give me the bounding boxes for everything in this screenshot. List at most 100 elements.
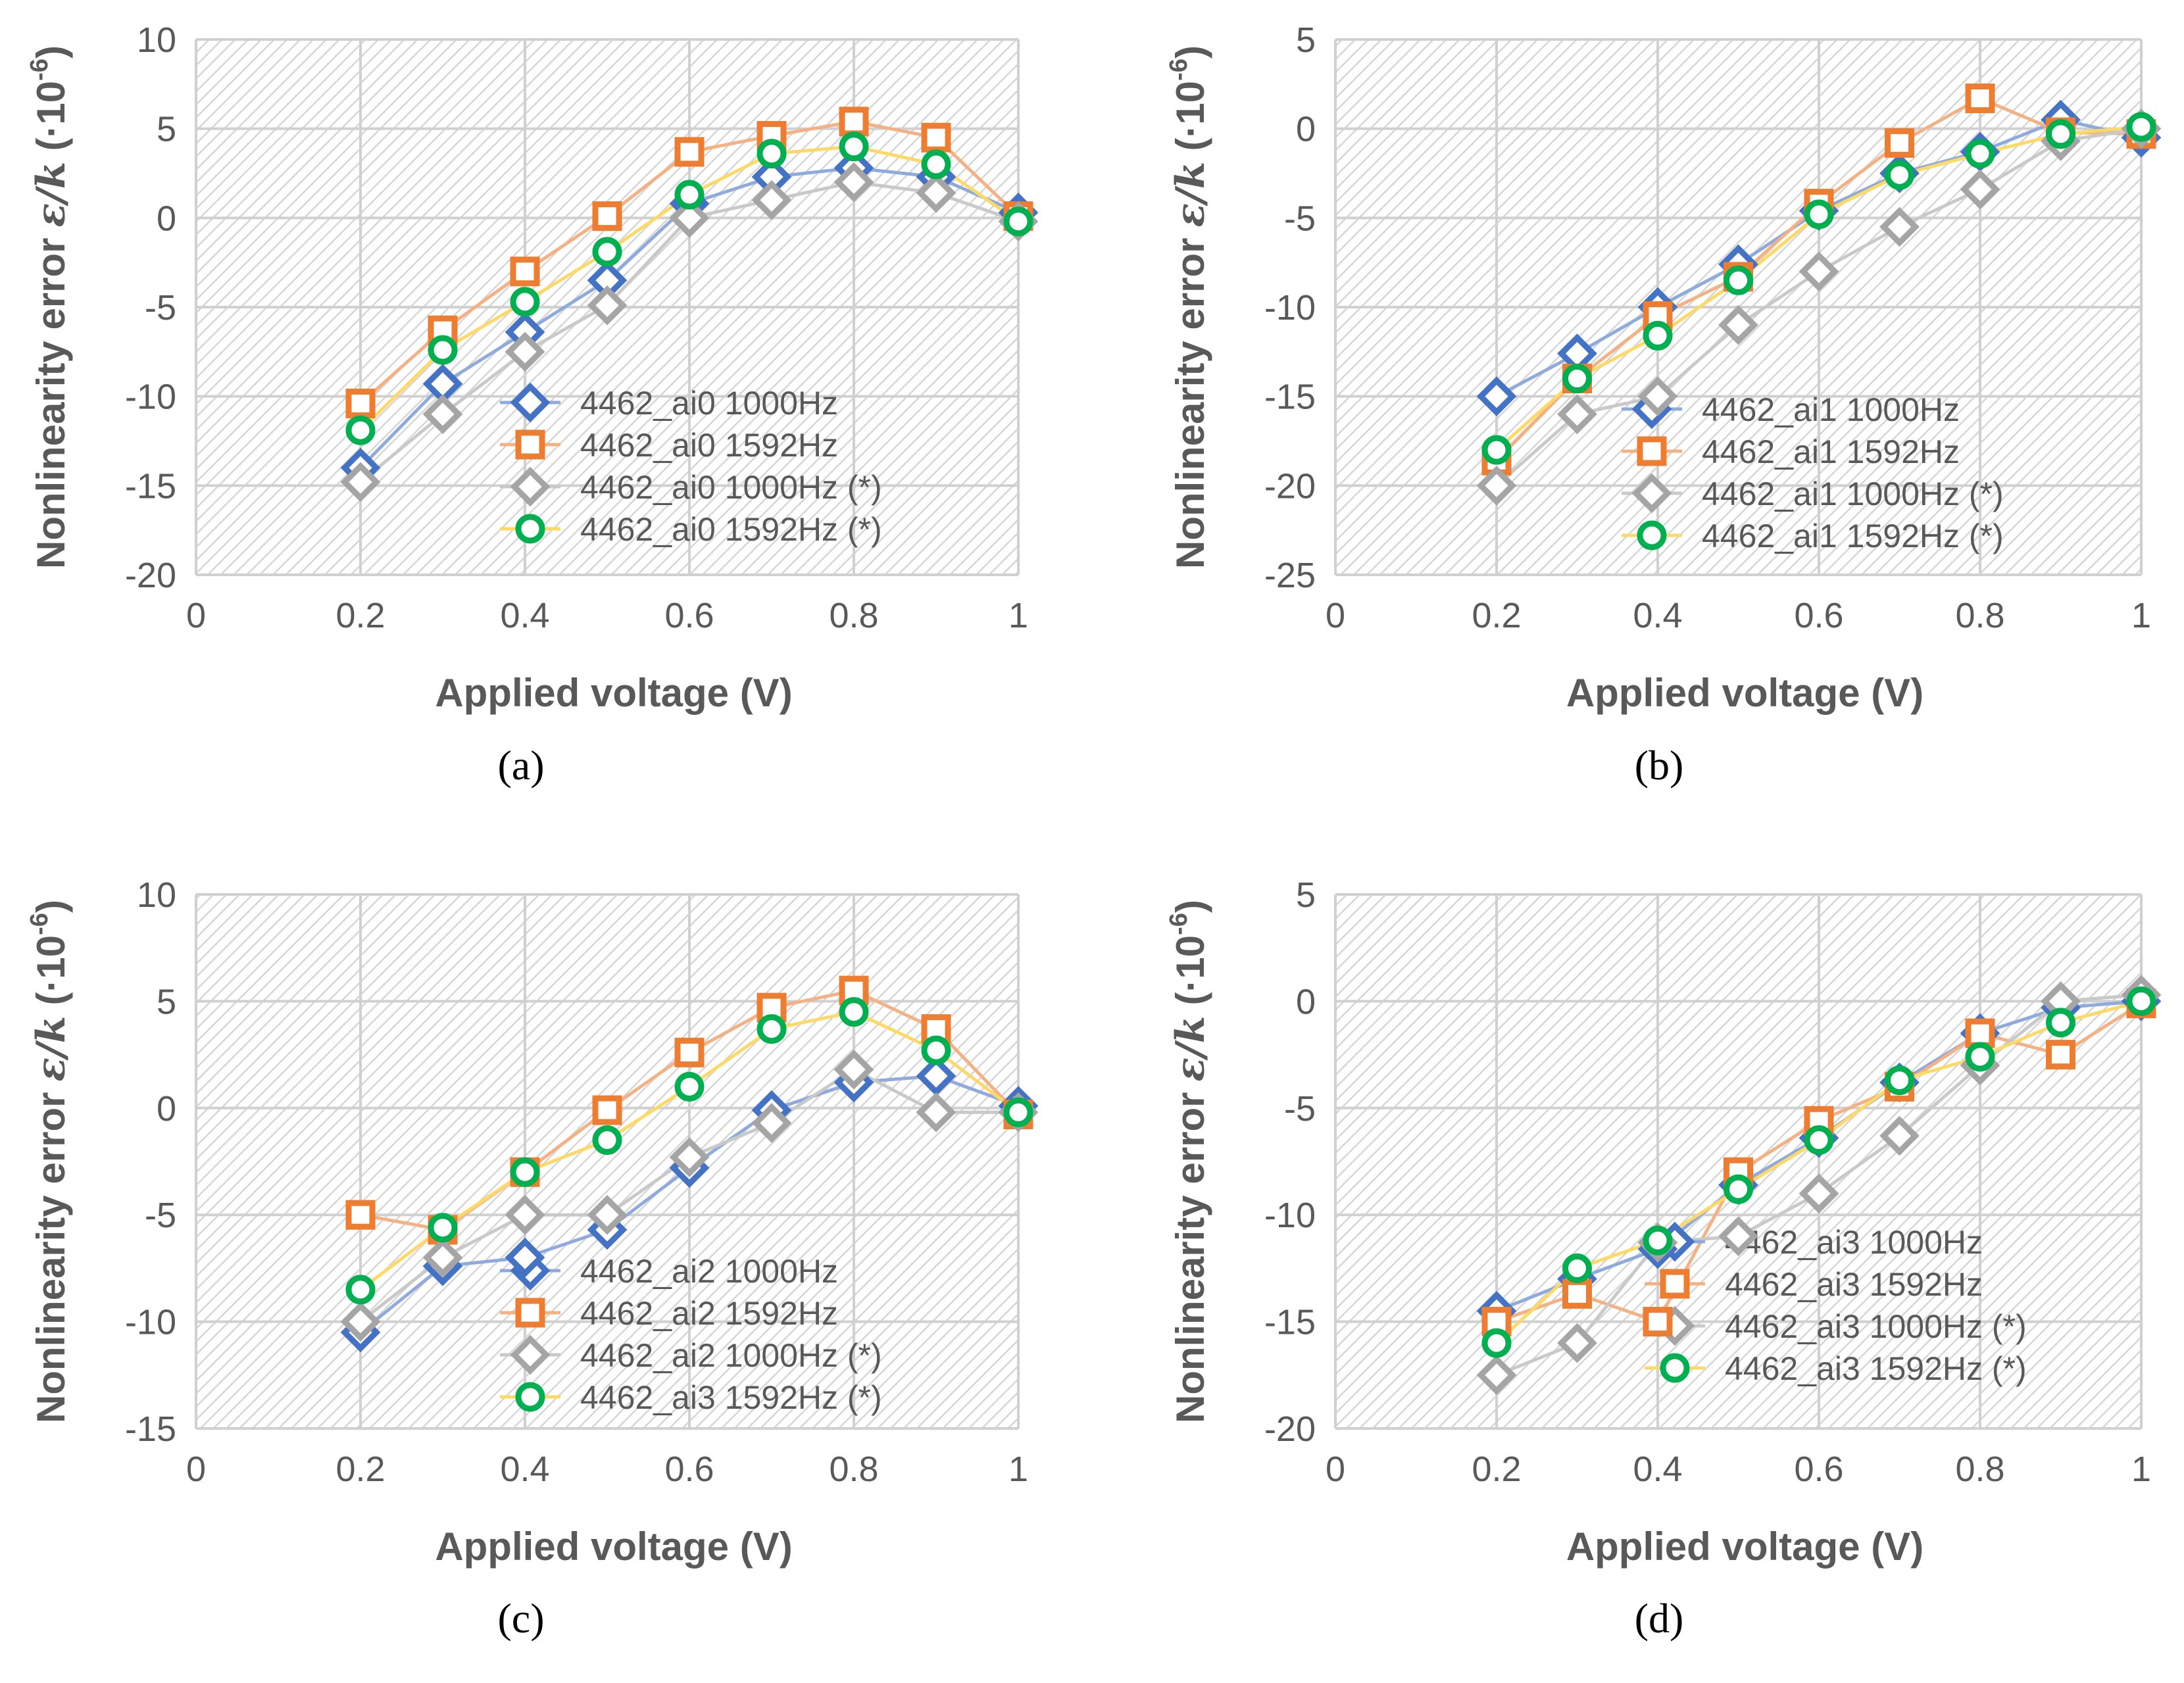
- y-tick-label: 10: [137, 875, 176, 915]
- y-tick-label: 0: [1296, 110, 1316, 149]
- x-tick-label: 0.8: [1955, 1450, 2004, 1489]
- legend-entry: 4462_ai2 1000Hz: [580, 1253, 838, 1290]
- series-3-point: [1003, 207, 1033, 237]
- series-3-point: [1562, 364, 1592, 394]
- series-3-point: [510, 287, 540, 317]
- legend-swatch-marker: [515, 1298, 545, 1328]
- x-tick-label: 0: [1326, 596, 1345, 635]
- x-tick-label: 0.2: [1472, 596, 1521, 635]
- y-axis-unit-exponent: -6: [26, 913, 53, 935]
- series-3-point: [1804, 1125, 1834, 1156]
- y-tick-label: 5: [157, 982, 176, 1021]
- y-axis-unit-suffix: ): [29, 900, 73, 913]
- legend: 4462_ai0 1000Hz 4462_ai0 1592Hz 4462_ai0 1…: [500, 382, 882, 548]
- series-3-point: [1885, 160, 1914, 190]
- series-2-point: [587, 1194, 628, 1235]
- x-tick-label: 0.2: [1472, 1450, 1521, 1489]
- x-axis-title: Applied voltage (V): [435, 1524, 792, 1569]
- series-2-point: [1476, 465, 1517, 506]
- series-0-point: [505, 1237, 545, 1278]
- series-3-point: [1724, 265, 1753, 295]
- panel-b: -25 -20 -15 -10 -5 0 5 0 0.2 0.4 0.6 0.8 1 Applied vo…: [1165, 20, 2162, 715]
- series-3-point: [345, 1275, 376, 1305]
- series-3-point: [1885, 1065, 1914, 1096]
- legend-swatch-marker: [1660, 1269, 1690, 1299]
- y-tick-label: 0: [157, 1089, 176, 1129]
- legend-entry: 4462_ai1 1592Hz: [1702, 433, 1960, 470]
- series-1-point: [839, 107, 869, 137]
- series-3-point: [921, 149, 951, 180]
- series-3-point: [1965, 139, 1995, 169]
- series-3-point: [345, 415, 376, 445]
- y-axis-unit-prefix: (·10: [29, 935, 73, 1006]
- panel-d: -20 -15 -10 -5 0 5 0 0.2 0.4 0.6 0.8 1 Applied volta…: [1165, 875, 2162, 1569]
- x-tick-label: 0: [186, 1450, 206, 1489]
- series-3-point: [757, 139, 787, 169]
- series-0-point: [916, 1056, 956, 1096]
- series-2-point: [669, 1137, 710, 1177]
- y-tick-label: -20: [1264, 1409, 1316, 1449]
- series-3-point: [1965, 1042, 1995, 1072]
- series-2-point: [587, 285, 628, 326]
- series-1-point: [674, 1037, 705, 1067]
- legend-entry: 4462_ai0 1000Hz: [580, 385, 838, 422]
- series-2-point: [751, 1103, 792, 1143]
- y-tick-label: 0: [157, 199, 176, 238]
- series-1-point: [1965, 1018, 1995, 1048]
- series-1-point: [921, 122, 951, 153]
- series-2-point: [833, 1049, 874, 1090]
- y-axis-title: Nonlinearity error ε/k (·10-6): [1165, 45, 1214, 569]
- series-3-point: [921, 1035, 951, 1065]
- legend-swatch-marker: [510, 1334, 551, 1375]
- plot-area: [196, 894, 1018, 1428]
- legend: 4462_ai1 1000Hz 4462_ai1 1592Hz 4462_ai1 1…: [1622, 389, 2004, 554]
- x-tick-label: 0.4: [500, 596, 549, 635]
- y-axis-title-text: Nonlinearity error: [1168, 1092, 1212, 1423]
- series-3-point: [2126, 112, 2156, 142]
- panel-label: (c): [497, 1595, 544, 1642]
- x-tick-label: 0.6: [664, 596, 714, 635]
- legend-entry: 4462_ai1 1000Hz (*): [1702, 476, 2004, 512]
- series-3-point: [1003, 1097, 1033, 1127]
- series-2-point: [1718, 305, 1758, 345]
- y-axis-unit-suffix: ): [1168, 900, 1212, 913]
- y-tick-label: -10: [1264, 1196, 1316, 1235]
- series-3-point: [1481, 1328, 1512, 1358]
- series-2-point: [340, 1302, 381, 1342]
- y-axis-symbol: ε/k: [1168, 162, 1214, 228]
- series-2-point: [505, 331, 545, 372]
- y-axis-title: Nonlinearity error ε/k (·10-6): [1165, 900, 1214, 1423]
- series-2-point: [505, 1194, 545, 1235]
- y-axis-symbol: ε/k: [28, 1016, 74, 1082]
- series-2-point: [751, 180, 792, 220]
- legend-entry: 4462_ai3 1000Hz: [1725, 1224, 1983, 1261]
- y-axis-unit-prefix: (·10: [1168, 81, 1212, 151]
- y-tick-label: 5: [1296, 875, 1316, 915]
- series-1-point: [345, 389, 376, 419]
- series-2-point: [1557, 1323, 1597, 1363]
- series-1-point: [592, 1095, 622, 1125]
- x-tick-label: 1: [1008, 1450, 1028, 1489]
- x-tick-label: 0.6: [664, 1450, 714, 1489]
- series-1-point: [1965, 84, 1995, 114]
- series-2-point: [422, 1237, 463, 1278]
- legend: 4462_ai2 1000Hz 4462_ai2 1592Hz 4462_ai2 1…: [500, 1250, 882, 1416]
- series-2-point: [669, 197, 710, 238]
- x-tick-label: 0.4: [1633, 596, 1682, 635]
- legend-entry: 4462_ai3 1000Hz (*): [1725, 1308, 2027, 1345]
- legend-swatch-marker: [515, 1382, 545, 1412]
- x-tick-label: 0.6: [1794, 1450, 1843, 1489]
- x-tick-label: 0: [186, 596, 206, 635]
- legend-swatch-marker: [1637, 520, 1667, 550]
- y-axis-unit-exponent: -6: [1165, 59, 1193, 81]
- x-tick-label: 0.4: [1633, 1450, 1682, 1489]
- legend-entry: 4462_ai3 1592Hz: [1725, 1266, 1983, 1303]
- legend-entry: 4462_ai0 1592Hz (*): [580, 511, 882, 548]
- series-3-point: [839, 997, 869, 1027]
- x-tick-label: 0.8: [829, 596, 878, 635]
- x-tick-label: 0.8: [1955, 596, 2004, 635]
- y-axis-title-text: Nonlinearity error: [29, 237, 73, 568]
- series-3-point: [1643, 320, 1673, 351]
